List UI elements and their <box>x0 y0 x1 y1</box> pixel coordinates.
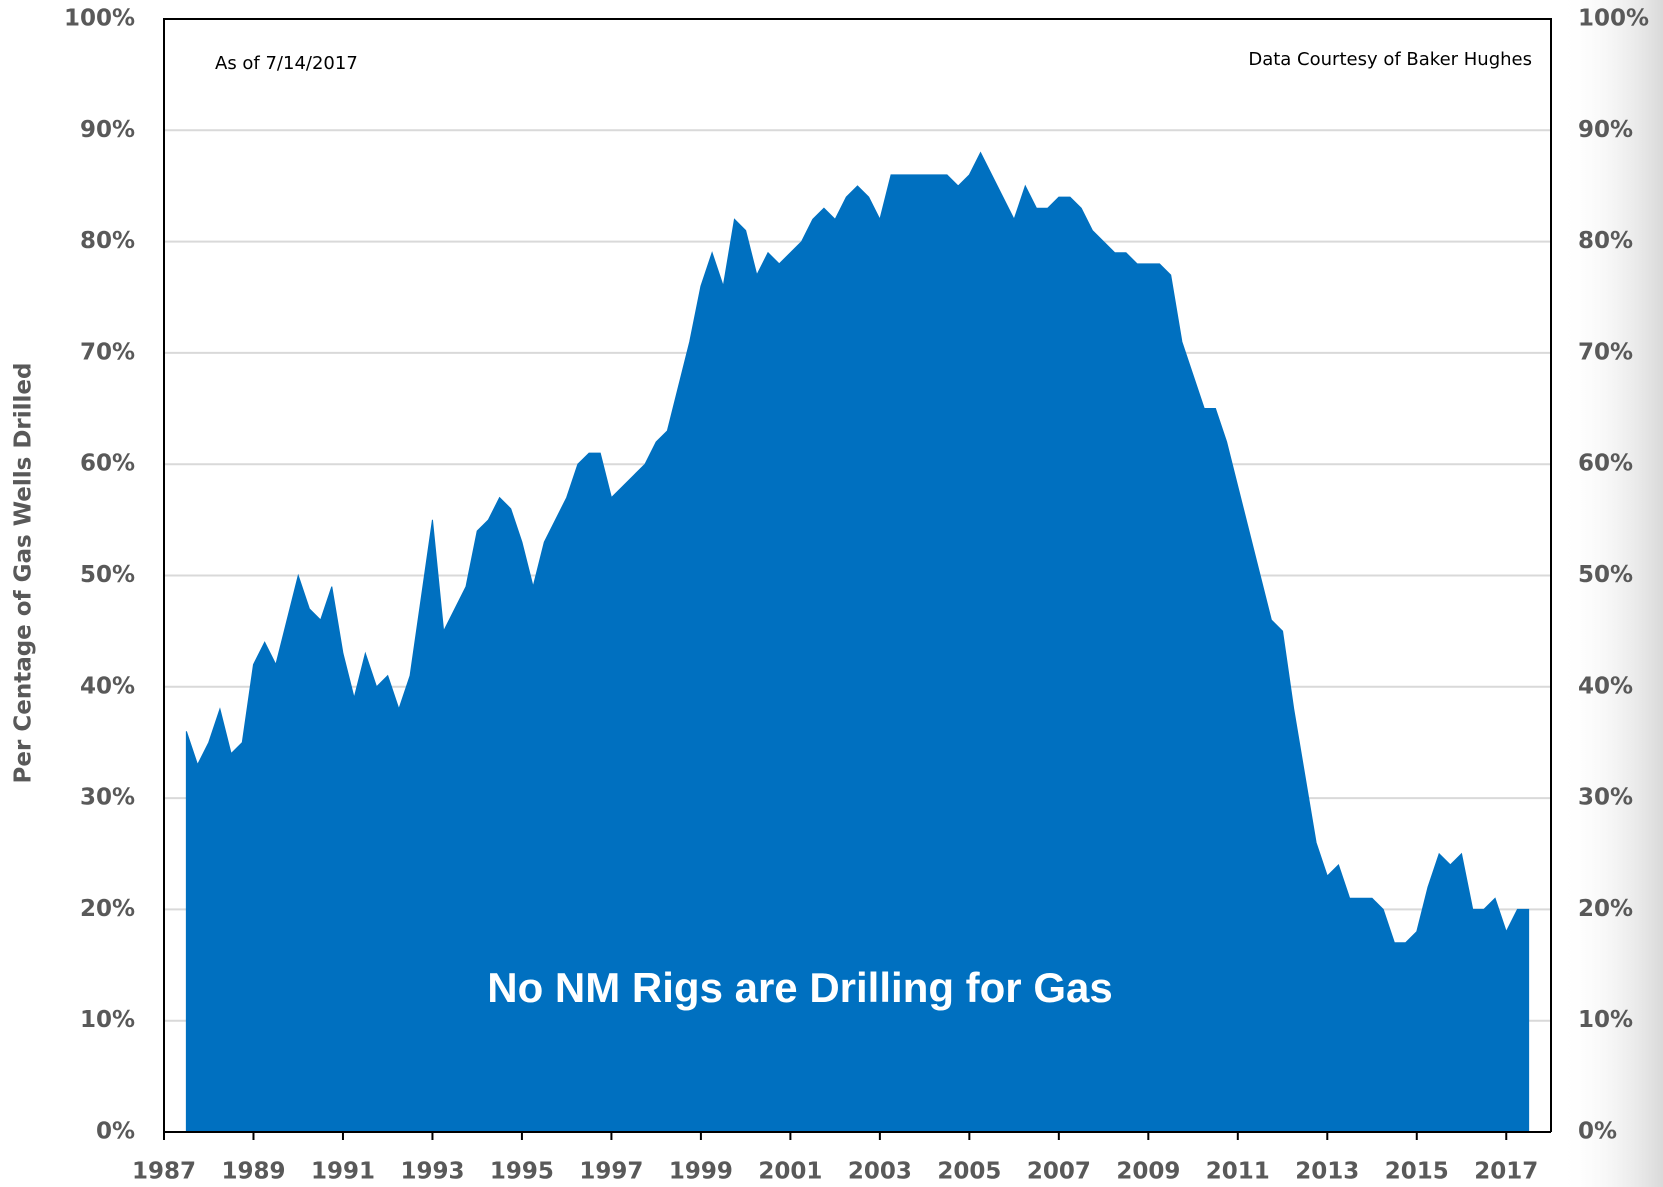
y-tick-label: 60% <box>80 451 135 477</box>
x-tick-label: 2009 <box>1116 1159 1180 1185</box>
y2-tick-label: 90% <box>1578 117 1633 143</box>
y2-tick-label: 60% <box>1578 451 1633 477</box>
y-tick-label: 10% <box>80 1007 135 1033</box>
x-tick-label: 2007 <box>1027 1159 1091 1185</box>
y-tick-label: 100% <box>64 6 135 32</box>
x-tick-label: 2005 <box>937 1159 1001 1185</box>
y2-tick-label: 20% <box>1578 896 1633 922</box>
source-note: Data Courtesy of Baker Hughes <box>1248 49 1532 70</box>
y-tick-label: 90% <box>80 117 135 143</box>
edge-shade <box>1560 0 1663 1187</box>
annotation: No NM Rigs are Drilling for Gas <box>487 964 1112 1011</box>
y-tick-label: 80% <box>80 228 135 254</box>
x-tick-label: 1993 <box>400 1159 464 1185</box>
x-tick-label: 1995 <box>490 1159 554 1185</box>
x-tick-label: 2015 <box>1385 1159 1449 1185</box>
y-axis-label: Per Centage of Gas Wells Drilled <box>11 363 37 784</box>
y-tick-label: 0% <box>96 1119 135 1145</box>
y2-tick-label: 50% <box>1578 562 1633 588</box>
y2-tick-label: 0% <box>1578 1119 1617 1145</box>
y2-tick-label: 100% <box>1578 6 1649 32</box>
y2-tick-label: 70% <box>1578 339 1633 365</box>
x-tick-label: 1999 <box>669 1159 733 1185</box>
x-tick-label: 2013 <box>1295 1159 1359 1185</box>
x-tick-label: 1987 <box>132 1159 196 1185</box>
x-tick-label: 1991 <box>311 1159 375 1185</box>
x-tick-label: 2001 <box>758 1159 822 1185</box>
y-tick-label: 20% <box>80 896 135 922</box>
y2-tick-label: 40% <box>1578 673 1633 699</box>
y-tick-label: 70% <box>80 339 135 365</box>
y-tick-label: 50% <box>80 562 135 588</box>
x-tick-label: 2011 <box>1206 1159 1270 1185</box>
x-tick-label: 2017 <box>1474 1159 1538 1185</box>
y2-tick-label: 30% <box>1578 785 1633 811</box>
y-tick-label: 30% <box>80 785 135 811</box>
x-tick-label: 2003 <box>848 1159 912 1185</box>
area <box>185 151 1530 1133</box>
x-tick-label: 1997 <box>579 1159 643 1185</box>
as-of-note: As of 7/14/2017 <box>215 53 358 74</box>
x-tick-label: 1989 <box>221 1159 285 1185</box>
plot-frame <box>163 18 1552 1132</box>
y2-tick-label: 80% <box>1578 228 1633 254</box>
y-tick-label: 40% <box>80 673 135 699</box>
y2-tick-label: 10% <box>1578 1007 1633 1033</box>
